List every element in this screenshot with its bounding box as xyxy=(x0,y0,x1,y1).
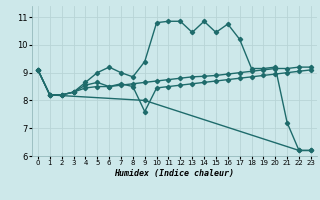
X-axis label: Humidex (Indice chaleur): Humidex (Indice chaleur) xyxy=(115,169,234,178)
